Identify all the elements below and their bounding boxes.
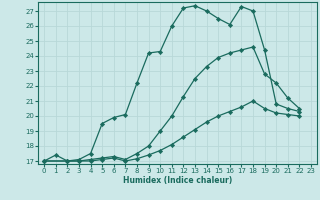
X-axis label: Humidex (Indice chaleur): Humidex (Indice chaleur) bbox=[123, 176, 232, 185]
